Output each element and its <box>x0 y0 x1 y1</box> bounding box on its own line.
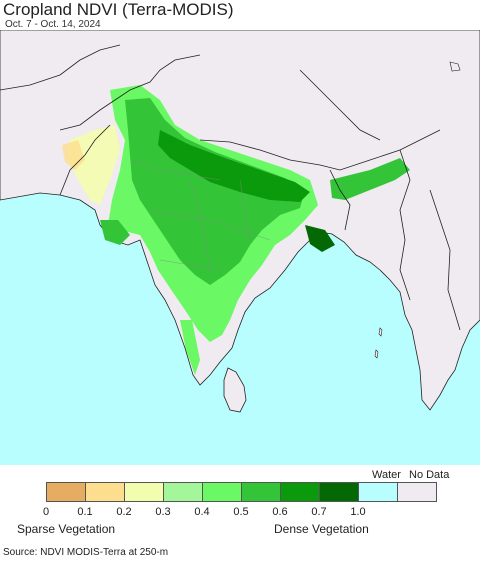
legend-tick-label: 0.5 <box>233 506 249 518</box>
ndvi-very-dense-region <box>158 130 310 202</box>
ndvi-sparse-region <box>68 125 120 205</box>
ndvi-northeast-region <box>330 158 410 200</box>
ndvi-gujarat-region <box>100 220 130 245</box>
legend-swatch <box>46 482 86 502</box>
legend-swatch <box>358 482 398 502</box>
dense-vegetation-label: Dense Vegetation <box>274 522 369 536</box>
legend-tick-label: 0.3 <box>155 506 171 518</box>
date-range: Oct. 7 - Oct. 14, 2024 <box>5 19 101 30</box>
small-island <box>449 61 461 72</box>
state-borders <box>129 159 271 271</box>
legend-tick-label: 0.4 <box>194 506 210 518</box>
legend-tick-label: 0.7 <box>311 506 327 518</box>
legend-swatch <box>241 482 281 502</box>
map-title: Cropland NDVI (Terra-MODIS) <box>3 0 234 19</box>
andaman-islands <box>374 327 383 359</box>
legend-tick-label: 1.0 <box>350 506 366 518</box>
legend-tick-label: 0.2 <box>116 506 132 518</box>
legend-tick-label: 0 <box>42 506 50 518</box>
ndvi-kerala-region <box>180 320 200 375</box>
legend-tick-label: 0.1 <box>77 506 93 518</box>
legend-water-label: Water <box>372 469 401 481</box>
source-note: Source: NDVI MODIS-Terra at 250-m <box>3 547 169 558</box>
legend-swatch <box>163 482 203 502</box>
legend-swatch <box>397 482 437 502</box>
legend-swatch <box>319 482 359 502</box>
borders <box>0 44 461 331</box>
sparse-vegetation-label: Sparse Vegetation <box>17 522 116 536</box>
legend-swatch <box>202 482 242 502</box>
legend-color-bar <box>46 482 437 502</box>
legend-swatch <box>280 482 320 502</box>
legend-tick-label: 0.6 <box>272 506 288 518</box>
ndvi-low-region <box>62 140 85 170</box>
legend-swatch <box>124 482 164 502</box>
ndvi-densest-region <box>305 225 335 252</box>
legend-nodata-label: No Data <box>409 469 450 481</box>
ndvi-map <box>0 30 480 465</box>
legend-swatch <box>85 482 125 502</box>
sri-lanka <box>223 367 247 413</box>
